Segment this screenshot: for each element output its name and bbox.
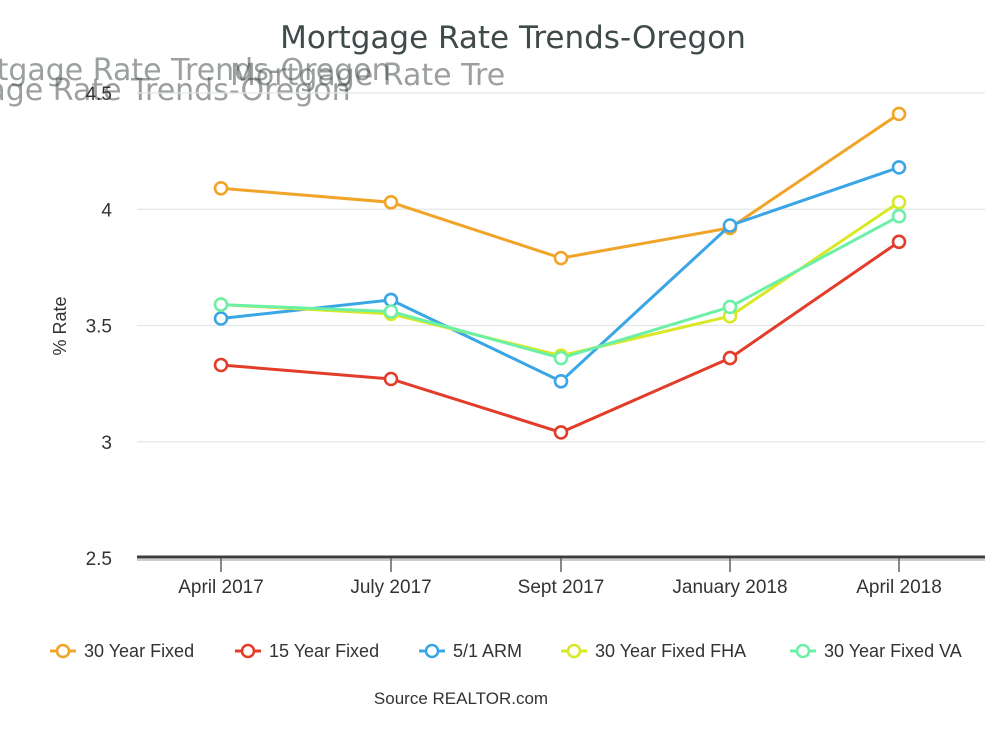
series-line [220,112,900,260]
legend-label: 15 Year Fixed [269,641,379,661]
data-point[interactable] [213,357,229,373]
axes [137,555,985,572]
series-line [220,201,900,358]
x-tick-label: January 2018 [672,577,787,598]
data-point[interactable] [553,250,569,266]
data-point[interactable] [891,160,907,175]
data-point[interactable] [891,208,907,224]
data-point[interactable] [213,311,229,326]
x-tick-label: April 2017 [178,577,264,598]
x-tick-label: July 2017 [350,577,431,598]
series-4 [213,208,907,366]
y-tick-label: 2.5 [86,549,112,570]
series [213,106,907,440]
legend-item[interactable]: 15 Year Fixed [235,641,379,661]
data-point[interactable] [891,195,907,210]
series-1 [213,234,907,440]
x-tick-label: Sept 2017 [518,577,605,598]
y-tick-label: 3 [101,433,112,454]
data-point[interactable] [553,373,569,389]
legend-swatch-marker [240,643,256,659]
y-tick-label: 4 [101,200,112,221]
data-point[interactable] [891,234,907,250]
y-tick-label: 3.5 [86,317,112,338]
y-tick-labels: 2.5 3 3.5 4 4.5 [86,84,113,570]
data-point[interactable] [213,297,229,312]
ghost-title-line-2: Mortgage Rate Trends-Oregon [0,73,351,108]
data-point[interactable] [722,350,738,366]
ghost-title-line-1: Mortgage Rate Trends-Oregon [0,53,391,88]
y-tick-label: 4.5 [86,84,112,105]
data-point[interactable] [722,218,738,233]
series-2 [213,160,907,389]
chart-title: Mortgage Rate Trends-Oregon [280,20,746,56]
data-point[interactable] [891,106,907,122]
legend-swatch-marker [55,643,71,659]
legend-swatch-marker [424,643,440,659]
data-point[interactable] [213,181,229,196]
legend-label: 30 Year Fixed VA [824,641,962,661]
source-note: Source REALTOR.com [374,689,548,708]
data-point[interactable] [553,425,569,440]
ghost-title-line-3: Mortgage Rate Trends-Oregon [230,58,681,93]
data-point[interactable] [383,292,399,308]
series-3 [213,195,907,364]
data-point[interactable] [383,371,399,387]
legend[interactable]: 30 Year Fixed 15 Year Fixed 5/1 ARM 30 Year… [50,641,962,661]
x-tick-labels: April 2017 July 2017 Sept 2017 January 2018… [178,577,942,598]
y-axis-label: % Rate [50,296,70,355]
legend-label: 30 Year Fixed FHA [595,641,746,661]
data-point[interactable] [383,195,399,210]
series-line [220,214,900,360]
legend-item[interactable]: 30 Year Fixed VA [790,641,962,661]
gridlines [137,92,985,443]
legend-item[interactable]: 30 Year Fixed FHA [561,641,746,661]
data-point[interactable] [722,299,738,315]
legend-swatch-marker [795,643,811,659]
ghost-title-artifacts: Mortgage Rate Trends-Oregon Mortgage Rat… [0,53,681,108]
legend-item[interactable]: 30 Year Fixed [50,641,194,661]
data-point[interactable] [553,350,569,366]
x-tick-label: April 2018 [856,577,942,598]
data-point[interactable] [383,304,399,319]
legend-item[interactable]: 5/1 ARM [419,641,522,661]
legend-label: 30 Year Fixed [84,641,194,661]
legend-swatch-marker [566,643,582,659]
series-0 [213,106,907,266]
legend-label: 5/1 ARM [453,641,522,661]
